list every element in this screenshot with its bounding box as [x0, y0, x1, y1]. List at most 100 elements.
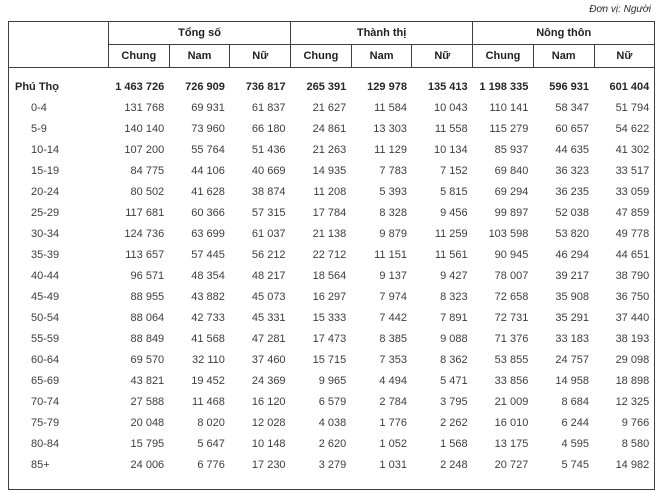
- row-label-cell: 20-24: [31, 186, 60, 198]
- value-cell: 21 263: [312, 144, 347, 156]
- value-cell: 2 620: [318, 438, 347, 450]
- value-cell: 29 098: [615, 354, 650, 366]
- value-cell: 20 048: [130, 417, 165, 429]
- value-cell: 1 052: [379, 438, 407, 450]
- table-row: 30-34 124 736 63 699 61 037 21 138 9 879 11 25…: [9, 224, 655, 245]
- value-cell: 17 473: [312, 333, 347, 345]
- table-row: 5-9 140 140 73 960 66 180 24 861 13 303 11 558…: [9, 119, 655, 140]
- column-group-rural: Nông thôn: [472, 21, 656, 45]
- column-header: Nam: [532, 44, 595, 68]
- value-cell: 6 244: [561, 417, 590, 429]
- column-header: Nữ: [411, 44, 474, 68]
- value-cell: 56 212: [251, 249, 286, 261]
- value-cell: 18 564: [312, 270, 347, 282]
- value-cell: 6 776: [197, 459, 225, 471]
- value-cell: 39 217: [555, 270, 590, 282]
- group-header-row: Tổng số Thành thị Nông thôn: [8, 21, 656, 68]
- value-cell: 84 775: [130, 165, 165, 177]
- value-cell: 18 898: [615, 375, 650, 387]
- value-cell: 40 669: [251, 165, 286, 177]
- value-cell: 2 248: [440, 459, 468, 471]
- value-cell: 45 331: [251, 312, 286, 324]
- value-cell: 3 795: [440, 396, 468, 408]
- value-cell: 15 333: [312, 312, 347, 324]
- value-cell: 15 715: [312, 354, 347, 366]
- value-cell: 124 736: [124, 228, 165, 240]
- unit-note: Đơn vị: Người: [589, 4, 651, 15]
- table-row: 65-69 43 821 19 452 24 369 9 965 4 494 5 471 33…: [9, 371, 655, 392]
- value-cell: 3 279: [318, 459, 347, 471]
- value-cell: 8 323: [440, 291, 468, 303]
- value-cell: 4 494: [379, 375, 407, 387]
- column-header: Nam: [350, 44, 413, 68]
- corner-cell: [8, 21, 109, 68]
- value-cell: 726 909: [185, 81, 225, 93]
- value-cell: 20 727: [494, 459, 529, 471]
- value-cell: 7 891: [440, 312, 468, 324]
- row-label-cell: 80-84: [31, 438, 60, 450]
- value-cell: 14 935: [312, 165, 347, 177]
- value-cell: 11 584: [374, 102, 407, 114]
- value-cell: 49 778: [615, 228, 650, 240]
- table-row: 35-39 113 657 57 445 56 212 22 712 11 151 11 5…: [9, 245, 655, 266]
- value-cell: 8 328: [379, 207, 407, 219]
- value-cell: 1 568: [440, 438, 468, 450]
- row-label-cell: 10-14: [31, 144, 60, 156]
- value-cell: 131 768: [124, 102, 165, 114]
- row-label-cell: 65-69: [31, 375, 60, 387]
- value-cell: 41 302: [615, 144, 650, 156]
- value-cell: 9 879: [379, 228, 407, 240]
- value-cell: 117 681: [125, 207, 165, 219]
- value-cell: 48 217: [251, 270, 286, 282]
- value-cell: 19 452: [191, 375, 225, 387]
- column-group-urban: Thành thị: [290, 21, 474, 45]
- value-cell: 21 009: [494, 396, 529, 408]
- value-cell: 44 651: [615, 249, 650, 261]
- value-cell: 11 208: [313, 186, 347, 198]
- value-cell: 54 622: [615, 123, 650, 135]
- value-cell: 5 471: [440, 375, 468, 387]
- value-cell: 13 175: [494, 438, 529, 450]
- value-cell: 63 699: [191, 228, 225, 240]
- value-cell: 51 436: [251, 144, 286, 156]
- table-row: Phú Thọ 1 463 726 726 909 736 817 265 391 129…: [9, 68, 655, 99]
- table-row: 75-79 20 048 8 020 12 028 4 038 1 776 2 262 16 …: [9, 413, 655, 434]
- row-label-cell: 30-34: [31, 228, 60, 240]
- value-cell: 33 856: [494, 375, 529, 387]
- value-cell: 115 279: [489, 123, 529, 135]
- column-header: Nam: [168, 44, 231, 68]
- value-cell: 9 427: [440, 270, 468, 282]
- value-cell: 7 783: [379, 165, 407, 177]
- table-row: 80-84 15 795 5 647 10 148 2 620 1 052 1 568 13 …: [9, 434, 655, 455]
- table-row: 45-49 88 955 43 882 45 073 16 297 7 974 8 323 7…: [9, 287, 655, 308]
- value-cell: 17 784: [312, 207, 347, 219]
- value-cell: 36 235: [555, 186, 590, 198]
- value-cell: 10 043: [433, 102, 468, 114]
- value-cell: 8 684: [561, 396, 590, 408]
- value-cell: 11 561: [434, 249, 468, 261]
- value-cell: 43 882: [191, 291, 225, 303]
- value-cell: 140 140: [124, 123, 165, 135]
- value-cell: 8 580: [621, 438, 650, 450]
- value-cell: 5 815: [440, 186, 468, 198]
- value-cell: 37 440: [615, 312, 650, 324]
- value-cell: 60 366: [191, 207, 225, 219]
- row-label-cell: 25-29: [31, 207, 60, 219]
- value-cell: 1 463 726: [115, 81, 165, 93]
- value-cell: 24 861: [312, 123, 347, 135]
- table-body: Phú Thọ 1 463 726 726 909 736 817 265 391 129…: [9, 68, 655, 490]
- value-cell: 73 960: [191, 123, 225, 135]
- row-label-cell: 40-44: [31, 270, 60, 282]
- value-cell: 8 362: [440, 354, 468, 366]
- value-cell: 43 821: [130, 375, 165, 387]
- table-row: 55-59 88 849 41 568 47 281 17 473 8 385 9 088 7…: [9, 329, 655, 350]
- value-cell: 11 558: [434, 123, 468, 135]
- sub-header-row: Chung Nam Nữ Chung Nam Nữ Chung Nam Nữ: [9, 44, 656, 68]
- value-cell: 9 766: [621, 417, 650, 429]
- column-group-total: Tổng số: [107, 21, 292, 45]
- value-cell: 11 151: [374, 249, 407, 261]
- value-cell: 78 007: [494, 270, 529, 282]
- column-header: Nữ: [229, 44, 292, 68]
- table-header: Tổng số Thành thị Nông thôn Chung Nam Nữ…: [8, 21, 656, 68]
- value-cell: 12 028: [251, 417, 286, 429]
